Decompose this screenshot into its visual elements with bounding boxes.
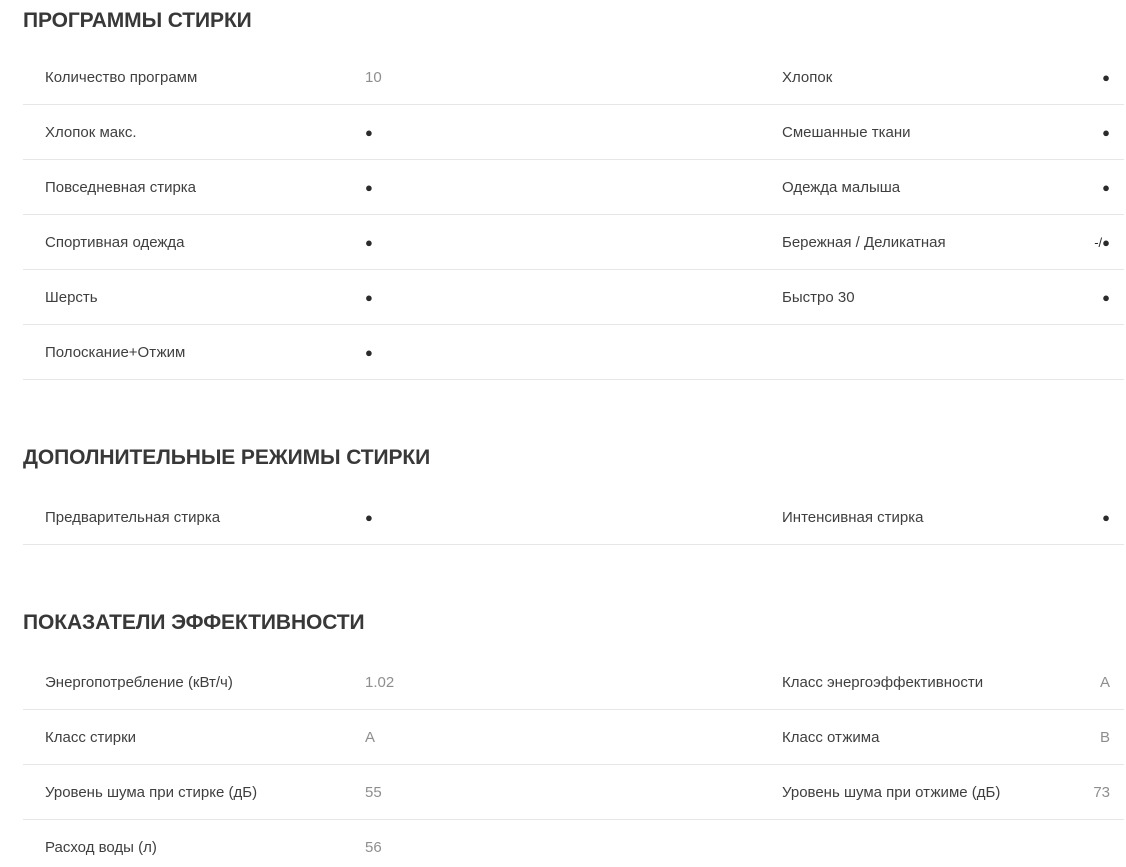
spec-label: Повседневная стирка: [45, 178, 197, 196]
spec-label: Одежда малыша: [782, 178, 901, 196]
table-row: Класс стирки A Класс отжима B: [23, 710, 1124, 765]
table-row: Повседневная стирка ● Одежда малыша ●: [23, 160, 1124, 215]
spec-value: 55: [365, 783, 382, 801]
section-title: ДОПОЛНИТЕЛЬНЫЕ РЕЖИМЫ СТИРКИ: [23, 446, 431, 469]
spec-label: Энергопотребление (кВт/ч): [45, 673, 233, 691]
spec-label: Бережная / Деликатная: [782, 233, 946, 251]
table-row: Уровень шума при стирке (дБ) 55 Уровень …: [23, 765, 1124, 820]
spec-label: Хлопок макс.: [45, 123, 137, 141]
spec-value-bullet: ●: [1102, 509, 1110, 525]
spec-label: Смешанные ткани: [782, 123, 911, 141]
spec-label: Расход воды (л): [45, 839, 157, 856]
spec-value-bullet: ●: [365, 234, 373, 250]
table-row: Количество программ 10 Хлопок ●: [23, 50, 1124, 105]
spec-value: 10: [365, 68, 382, 86]
table-row: Расход воды (л) 56: [23, 820, 1124, 867]
spec-label: Уровень шума при отжиме (дБ): [782, 783, 1001, 801]
spec-label: Класс энергоэффективности: [782, 673, 984, 691]
spec-value-bullet: ●: [365, 509, 373, 525]
spec-value-dash-bullet: -/●: [1094, 234, 1110, 250]
spec-value-bullet: ●: [1102, 69, 1110, 85]
spec-value-bullet: ●: [365, 179, 373, 195]
spec-label: Количество программ: [45, 68, 198, 86]
spec-table: Количество программ 10 Хлопок ● Хлопок м…: [23, 50, 1124, 380]
spec-value: 56: [365, 839, 382, 856]
table-row: Предварительная стирка ● Интенсивная сти…: [23, 490, 1124, 545]
section-efficiency: ПОКАЗАТЕЛИ ЭФФЕКТИВНОСТИ Энергопотреблен…: [0, 609, 1126, 867]
spec-value: A: [365, 728, 376, 746]
table-row: Полоскание+Отжим ●: [23, 325, 1124, 380]
table-row: Хлопок макс. ● Смешанные ткани ●: [23, 105, 1124, 160]
spec-label: Предварительная стирка: [45, 508, 221, 526]
spec-value: 1.02: [365, 673, 395, 691]
table-row: Шерсть ● Быстро 30 ●: [23, 270, 1124, 325]
spec-value-bullet: ●: [1102, 124, 1110, 140]
spec-label: Шерсть: [45, 288, 98, 306]
spec-table: Энергопотребление (кВт/ч) 1.02 Класс эне…: [23, 655, 1124, 867]
spec-value-bullet: ●: [365, 124, 373, 140]
spec-value: B: [1099, 728, 1110, 746]
spec-label: Спортивная одежда: [45, 233, 185, 251]
spec-value: A: [1099, 673, 1110, 691]
spec-value-bullet: ●: [365, 289, 373, 305]
spec-label: Интенсивная стирка: [782, 508, 924, 526]
spec-label: Класс стирки: [45, 728, 137, 746]
spec-value: 73: [1093, 783, 1110, 801]
table-row: Спортивная одежда ● Бережная / Деликатна…: [23, 215, 1124, 270]
spec-label: Быстро 30: [782, 288, 855, 306]
spec-label: Полоскание+Отжим: [45, 343, 186, 361]
spec-value-bullet: ●: [1102, 179, 1110, 195]
spec-table: Предварительная стирка ● Интенсивная сти…: [23, 490, 1124, 545]
section-washing-programs: ПРОГРАММЫ СТИРКИ Количество программ 10 …: [0, 7, 1126, 380]
spec-label: Класс отжима: [782, 728, 880, 746]
table-row: Энергопотребление (кВт/ч) 1.02 Класс эне…: [23, 655, 1124, 710]
section-additional-modes: ДОПОЛНИТЕЛЬНЫЕ РЕЖИМЫ СТИРКИ Предварител…: [0, 444, 1126, 545]
spec-value-bullet: ●: [365, 344, 373, 360]
section-title: ПОКАЗАТЕЛИ ЭФФЕКТИВНОСТИ: [23, 611, 365, 634]
spec-value-bullet: ●: [1102, 289, 1110, 305]
spec-label: Уровень шума при стирке (дБ): [45, 783, 258, 801]
spec-label: Хлопок: [782, 68, 833, 86]
section-title: ПРОГРАММЫ СТИРКИ: [23, 9, 252, 32]
